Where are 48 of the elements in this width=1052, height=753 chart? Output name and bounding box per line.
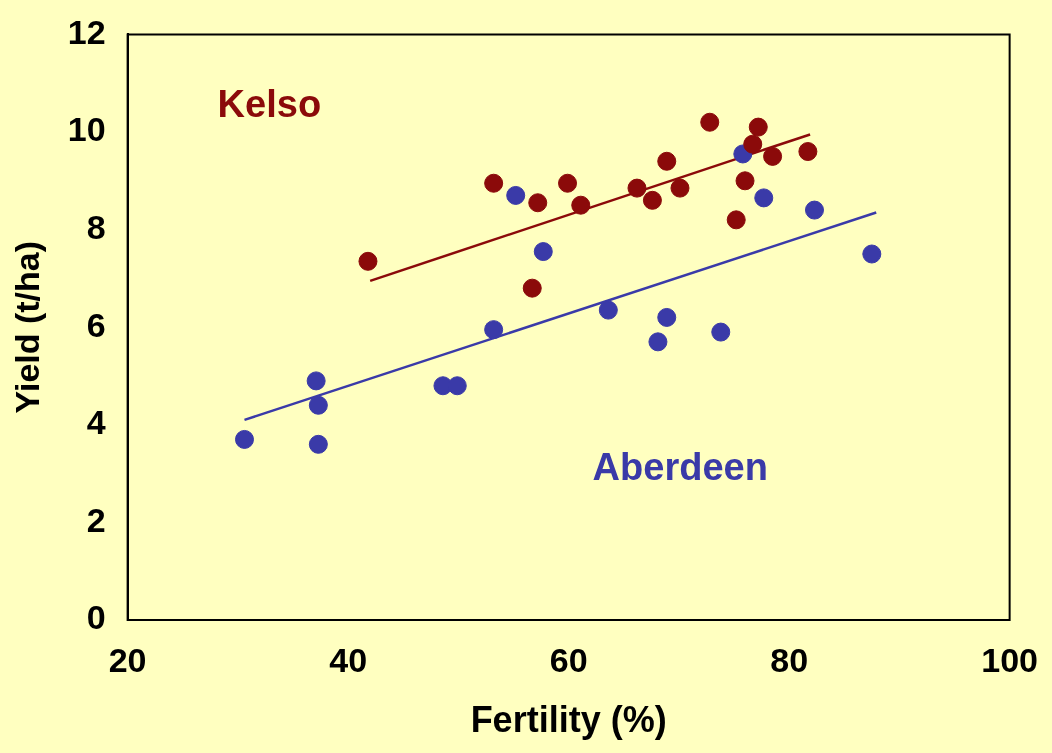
y-axis-title: Yield (t/ha) [7,240,46,414]
point [308,395,328,415]
point [711,322,731,342]
point [234,429,254,449]
point [533,242,553,262]
point [627,178,647,198]
y-tick-label: 12 [67,12,106,51]
x-tick-label: 20 [108,640,147,679]
text: Aberdeen [592,445,768,488]
point [571,195,591,215]
point [657,307,677,327]
point [763,146,783,166]
point [735,171,755,191]
y-tick-label: 8 [86,207,106,246]
point [642,190,662,210]
point [754,188,774,208]
x-tick-label: 60 [549,640,588,679]
point [748,117,768,137]
point [726,210,746,230]
y-tick-label: 10 [67,110,106,149]
point [700,112,720,132]
point [670,178,690,198]
point [862,244,882,264]
point [447,376,467,396]
text: Kelso [217,82,322,125]
y-tick-label: 4 [86,403,106,442]
point [306,371,326,391]
y-tick-label: 2 [86,500,106,539]
point [522,278,542,298]
point [798,142,818,162]
point [743,134,763,154]
point [648,332,668,352]
x-tick-label: 100 [981,640,1038,679]
point [804,200,824,220]
y-tick-label: 0 [86,598,106,637]
point [308,434,328,454]
point [358,251,378,271]
x-axis-title: Fertility (%) [470,699,667,741]
point [598,300,618,320]
y-tick-label: 6 [86,305,106,344]
point [528,193,548,213]
point [558,173,578,193]
point [484,173,504,193]
point [484,320,504,340]
point [506,185,526,205]
x-tick-label: 40 [329,640,368,679]
point [657,151,677,171]
x-tick-label: 80 [770,640,809,679]
